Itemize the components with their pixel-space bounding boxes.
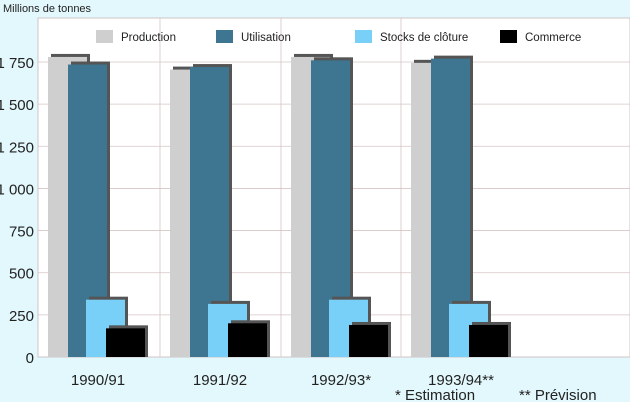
y-tick-label: 250 [9,308,34,325]
legend-swatch [500,30,517,43]
bar-commerce [349,324,388,357]
note-estimation: * Estimation [395,387,475,402]
y-tick-label: 0 [26,350,34,367]
x-tick-label: 1992/93* [311,372,371,389]
y-tick-label: 1 750 [0,55,34,72]
legend-swatch [355,30,372,43]
y-tick-label: 750 [9,224,34,241]
x-tick-label: 1991/92 [193,372,247,389]
legend-label: Commerce [525,32,581,44]
note-prevision: ** Prévision [519,387,597,402]
x-tick-label: 1990/91 [71,372,125,389]
bar-commerce [469,324,508,357]
y-tick-label: 500 [9,266,34,283]
y-axis-label: Millions de tonnes [3,3,92,15]
legend-label: Stocks de clôture [380,32,468,44]
bar-commerce [106,328,145,357]
y-tick-label: 1 000 [0,181,34,198]
legend-label: Production [121,32,176,44]
y-tick-label: 1 250 [0,139,34,156]
x-tick-label: 1993/94** [428,372,494,389]
legend-swatch [216,30,233,43]
legend-swatch [96,30,113,43]
bar-commerce [228,323,267,357]
y-tick-label: 1 500 [0,97,34,114]
legend-label: Utilisation [241,32,291,44]
